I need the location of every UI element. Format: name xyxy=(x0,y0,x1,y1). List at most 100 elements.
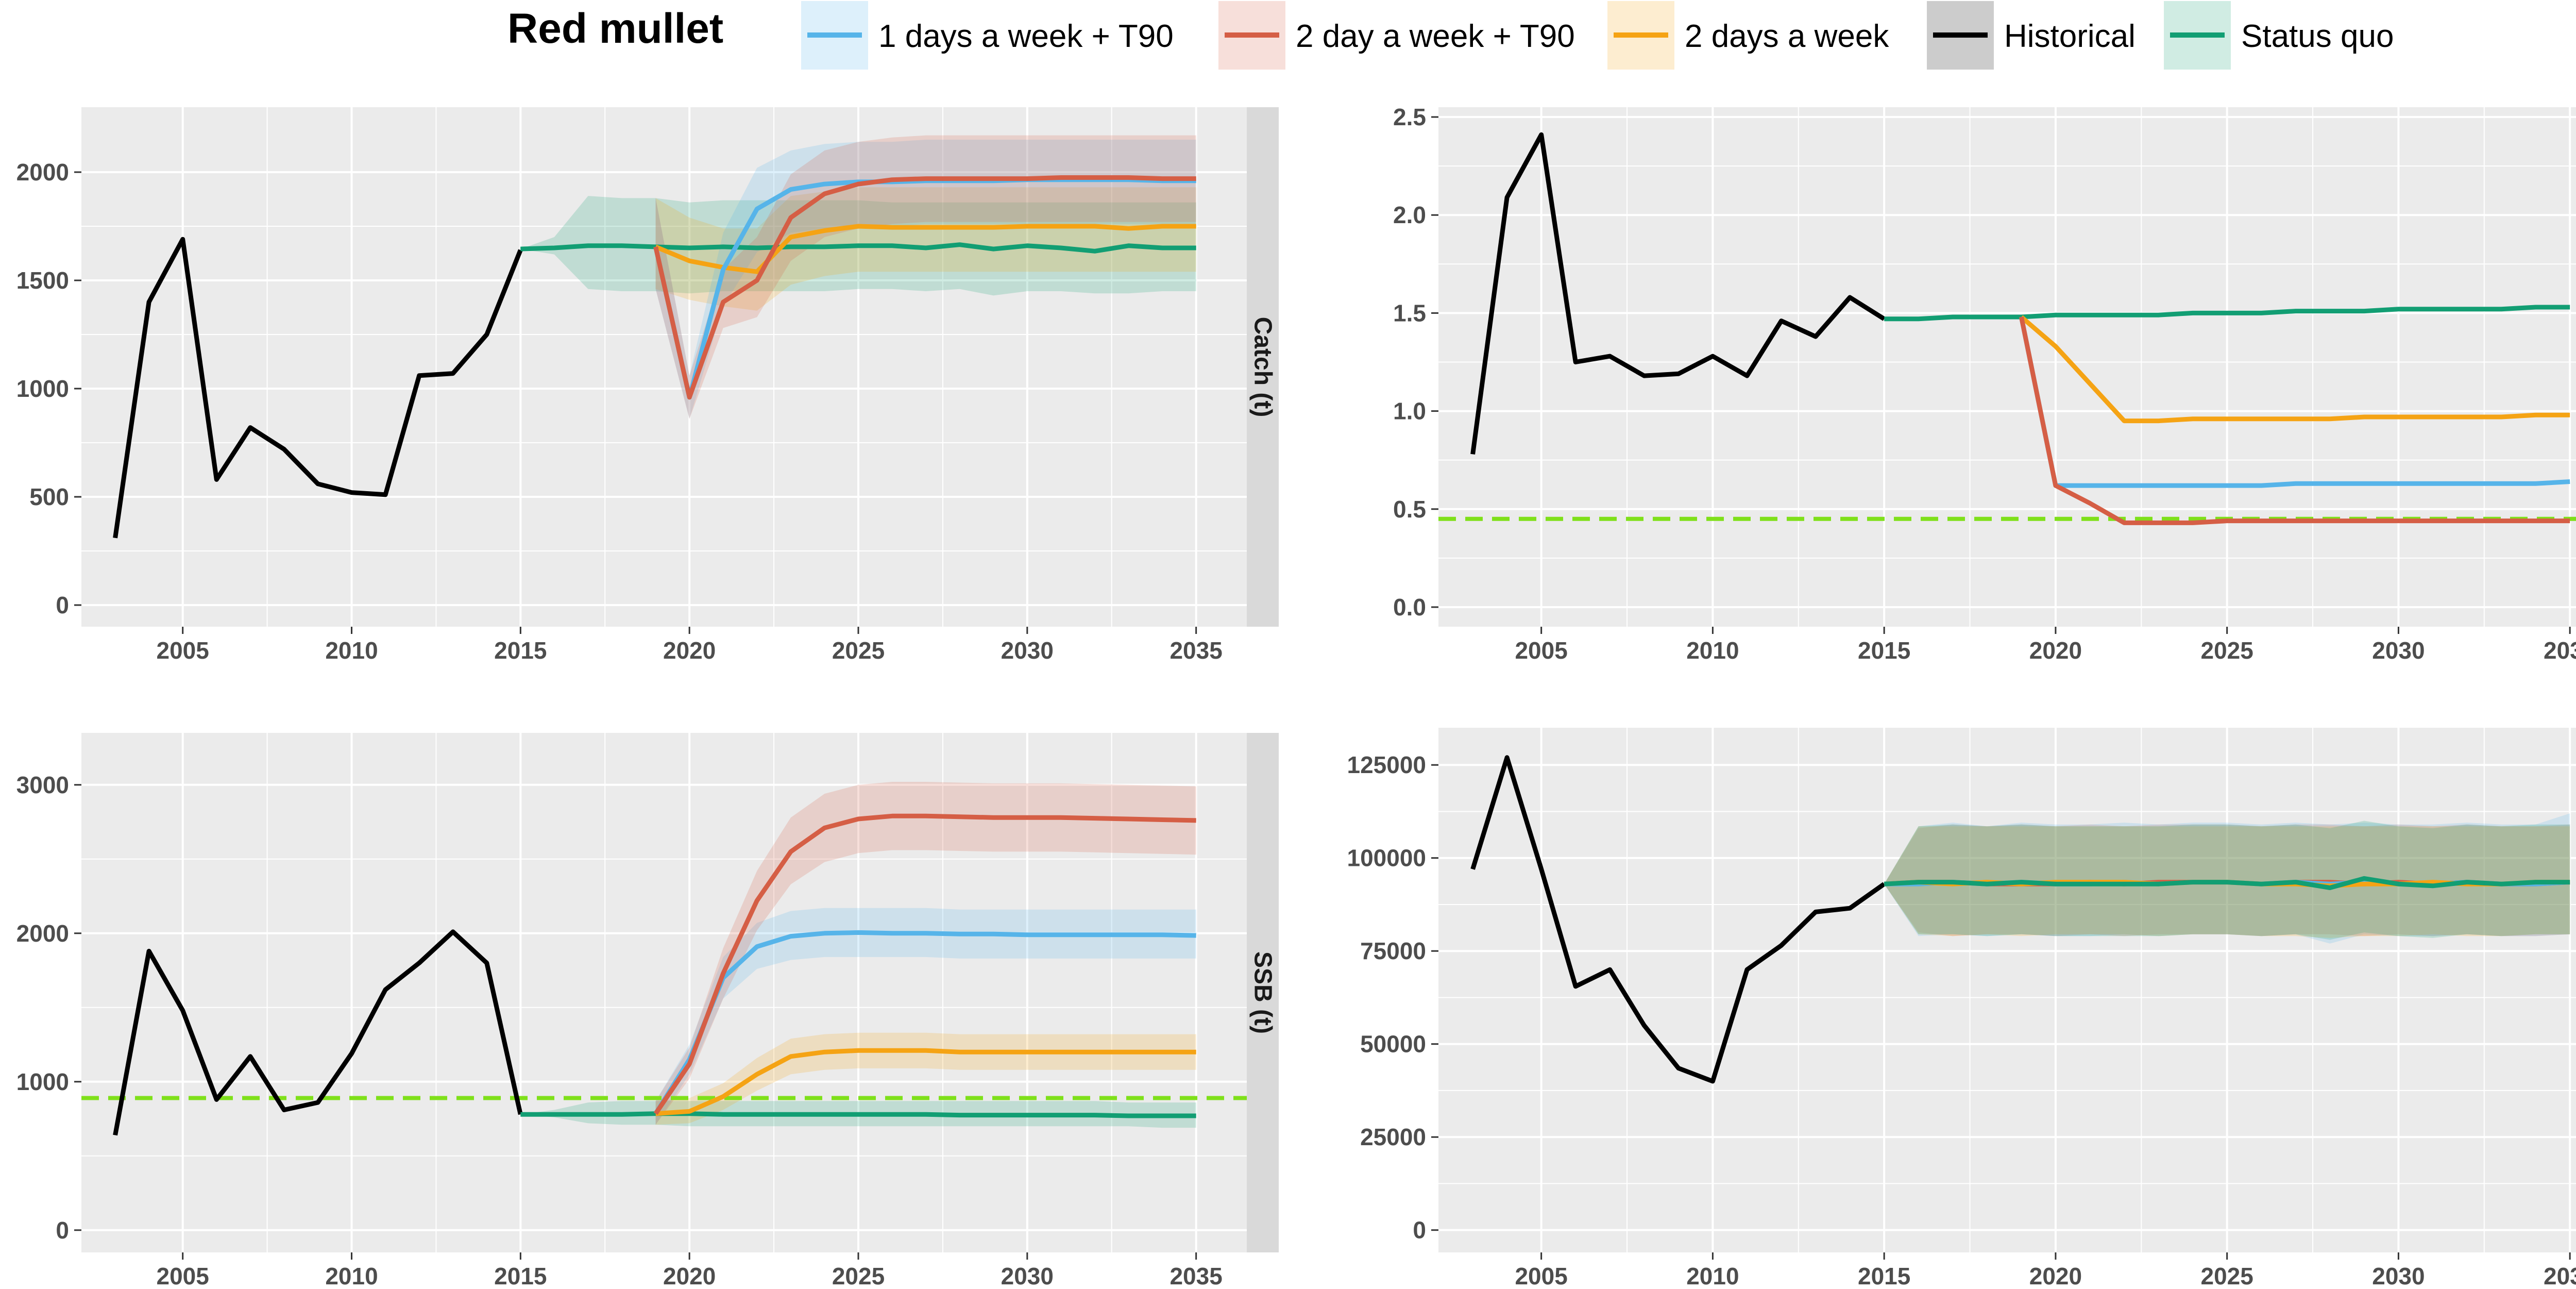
legend-entry-historical: Historical xyxy=(1927,1,2136,70)
x-tick-label: 2035 xyxy=(2544,1263,2576,1289)
facet-strip-label: SSB (t) xyxy=(1249,951,1277,1034)
panels: 2005 2010 2015 2020 2025 2030 2035 0 500 1000 1500… xyxy=(16,104,2576,1289)
y-tick-label: 500 xyxy=(29,483,69,510)
axes: 2005 2010 2015 2020 2025 2030 2035 0.0 0.5 1.0 1.5… xyxy=(1393,104,2576,664)
legend-label: Status quo xyxy=(2241,19,2394,54)
panel-rec: 2005 2010 2015 2020 2025 2030 2035 0 25000 50000 7… xyxy=(1347,728,2576,1289)
x-tick-label: 2005 xyxy=(1515,637,1567,664)
legend-label: 2 days a week xyxy=(1685,19,1889,54)
y-tick-label: 0 xyxy=(1413,1217,1426,1244)
x-tick-label: 2035 xyxy=(1170,637,1222,664)
x-tick-label: 2030 xyxy=(1001,637,1054,664)
gridlines xyxy=(81,107,1247,627)
series-line-2-day-a-week-t90 xyxy=(2019,316,2570,525)
panel-catch-t: 2005 2010 2015 2020 2025 2030 2035 0 500 1000 1500… xyxy=(16,107,1279,664)
axes: 2005 2010 2015 2020 2025 2030 2035 0 1000 2000 300… xyxy=(16,772,1223,1289)
y-tick-label: 0 xyxy=(56,1217,69,1244)
panel-ssb-t: 2005 2010 2015 2020 2025 2030 2035 0 1000 2000 300… xyxy=(16,733,1279,1289)
ribbons xyxy=(1884,813,2570,944)
x-tick-label: 2015 xyxy=(494,1263,547,1289)
series-line-2-days-a-week xyxy=(655,1048,1196,1116)
y-tick-label: 25000 xyxy=(1360,1124,1426,1150)
y-tick-label: 0.0 xyxy=(1393,594,1426,621)
x-tick-label: 2015 xyxy=(494,637,547,664)
series-line-2-day-a-week-t90 xyxy=(653,175,1196,400)
x-tick-label: 2025 xyxy=(2200,1263,2253,1289)
series-line-status-quo xyxy=(520,242,1196,254)
legend-entry-1-days-a-week-t90: 1 days a week + T90 xyxy=(801,1,1174,70)
series-lines xyxy=(1470,755,2570,1084)
y-tick-label: 1.0 xyxy=(1393,398,1426,425)
axes: 2005 2010 2015 2020 2025 2030 2035 0 25000 50000 7… xyxy=(1347,751,2576,1289)
x-tick-label: 2005 xyxy=(1515,1263,1567,1289)
panel-background xyxy=(81,107,1247,627)
legend-label: Historical xyxy=(2004,19,2136,54)
x-tick-label: 2025 xyxy=(832,637,885,664)
series-line-historical xyxy=(113,929,523,1136)
facet-strip xyxy=(1247,733,1279,1252)
x-tick-label: 2005 xyxy=(157,637,209,664)
ribbon-2-day-a-week-t90 xyxy=(655,782,1196,1125)
x-tick-label: 2020 xyxy=(663,637,716,664)
series-lines xyxy=(113,813,1196,1136)
series-lines xyxy=(1470,132,2570,525)
y-tick-label: 100000 xyxy=(1347,845,1427,872)
series-line-historical xyxy=(1470,132,1886,455)
x-tick-label: 2005 xyxy=(157,1263,209,1289)
facet-strip-label: Catch (t) xyxy=(1249,317,1277,417)
y-tick-label: 2000 xyxy=(16,920,69,947)
gridlines xyxy=(1438,728,2576,1252)
y-tick-label: 1.5 xyxy=(1393,299,1426,326)
x-tick-label: 2025 xyxy=(2200,637,2253,664)
y-tick-label: 2.5 xyxy=(1393,104,1426,130)
legend: Red mullet 1 days a week + T90 2 day a we… xyxy=(507,1,2394,70)
x-tick-label: 2030 xyxy=(2372,1263,2425,1289)
x-tick-label: 2010 xyxy=(325,1263,378,1289)
y-tick-label: 0 xyxy=(56,592,69,618)
x-tick-label: 2035 xyxy=(1170,1263,1222,1289)
series-line-status-quo xyxy=(1884,876,2570,890)
legend-entry-2-day-a-week-t90: 2 day a week + T90 xyxy=(1218,1,1575,70)
legend-entry-2-days-a-week: 2 days a week xyxy=(1607,1,1889,70)
y-tick-label: 2000 xyxy=(16,159,69,186)
ribbon-2-day-a-week-t90 xyxy=(655,135,1196,419)
series-line-historical xyxy=(1470,755,1886,1084)
facet-strip xyxy=(1247,107,1279,627)
series-line-2-days-a-week xyxy=(654,224,1196,274)
panel-background xyxy=(1438,107,2576,627)
x-tick-label: 2015 xyxy=(1858,637,1910,664)
series-line-status-quo xyxy=(520,1111,1196,1118)
series-line-historical xyxy=(113,237,523,539)
legend-label: 1 days a week + T90 xyxy=(878,19,1174,54)
ribbon-1-days-a-week-t90 xyxy=(655,140,1196,419)
x-tick-label: 2010 xyxy=(1686,1263,1739,1289)
y-tick-label: 3000 xyxy=(16,772,69,798)
ribbon-1-days-a-week-t90 xyxy=(655,908,1196,1125)
x-tick-label: 2030 xyxy=(2372,637,2425,664)
panel-background xyxy=(1438,728,2576,1252)
series-line-2-day-a-week-t90 xyxy=(653,813,1196,1115)
x-tick-label: 2020 xyxy=(663,1263,716,1289)
x-tick-label: 2035 xyxy=(2544,637,2576,664)
x-tick-label: 2030 xyxy=(1001,1263,1054,1289)
legend-title: Red mullet xyxy=(507,5,723,52)
y-tick-label: 1000 xyxy=(16,375,69,402)
legend-label: 2 day a week + T90 xyxy=(1296,19,1575,54)
x-tick-label: 2020 xyxy=(2029,1263,2082,1289)
panel-f: 2005 2010 2015 2020 2025 2030 2035 0.0 0.5 1.0 1.5… xyxy=(1393,104,2576,664)
x-tick-label: 2010 xyxy=(1686,637,1739,664)
x-tick-label: 2015 xyxy=(1858,1263,1910,1289)
series-line-1-days-a-week-t90 xyxy=(653,930,1196,1115)
ribbon-1-days-a-week-t90 xyxy=(1884,813,2570,944)
y-tick-label: 50000 xyxy=(1360,1031,1426,1058)
x-tick-label: 2025 xyxy=(832,1263,885,1289)
series-line-status-quo xyxy=(1884,305,2570,322)
y-tick-label: 1000 xyxy=(16,1068,69,1095)
y-tick-label: 75000 xyxy=(1360,938,1426,964)
y-tick-label: 125000 xyxy=(1347,751,1427,778)
y-tick-label: 2.0 xyxy=(1393,202,1426,228)
series-lines xyxy=(113,175,1196,539)
y-tick-label: 1500 xyxy=(16,267,69,294)
legend-entries: 1 days a week + T90 2 day a week + T90 2 d… xyxy=(801,1,2394,70)
